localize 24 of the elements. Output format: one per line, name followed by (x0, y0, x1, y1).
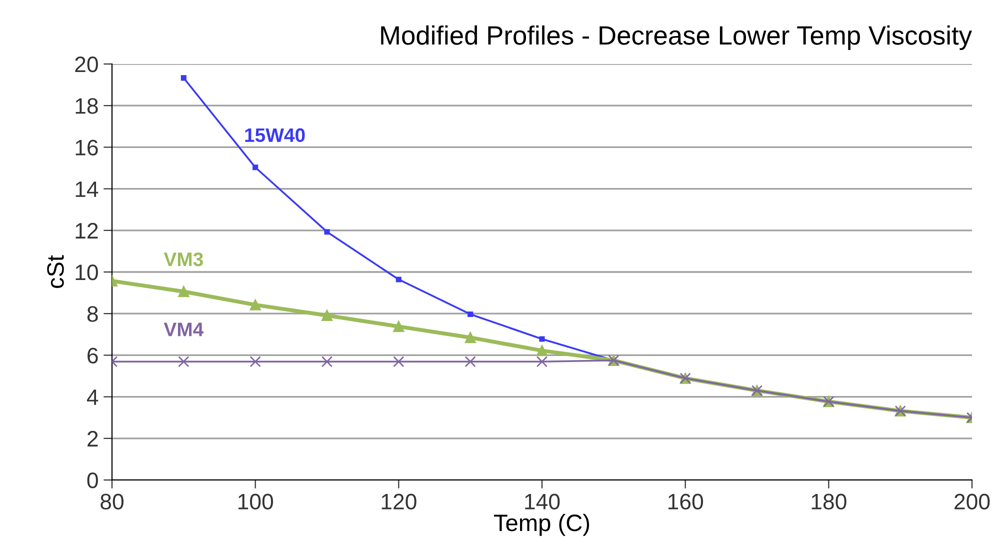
x-tick-label: 120 (382, 494, 416, 510)
x-tick-label: 180 (812, 494, 846, 510)
series-label: VM3 (164, 252, 203, 266)
y-tick-label: 8 (87, 306, 98, 322)
x-tick-label: 200 (954, 494, 990, 510)
y-tick-label: 10 (76, 264, 98, 280)
x-tick-label: 100 (238, 494, 274, 510)
y-tick-label: 20 (75, 56, 98, 72)
y-tick-label: 4 (86, 390, 98, 405)
chart-title: Modified Profiles - Decrease Lower Temp Viscosity (381, 25, 972, 50)
y-tick-label: 12 (76, 222, 98, 238)
x-tick-label: 140 (525, 494, 560, 510)
series-label: 15W40 (245, 128, 305, 142)
x-axis-title: Temp (C) (494, 514, 590, 536)
x-tick-label: 160 (668, 494, 704, 510)
y-tick-label: 18 (76, 98, 98, 114)
y-tick-label: 0 (87, 472, 98, 488)
x-tick-label: 80 (100, 494, 124, 510)
y-axis-title: cSt (47, 255, 64, 288)
y-tick-label: 2 (88, 430, 98, 446)
y-tick-label: 14 (76, 182, 98, 197)
y-tick-label: 16 (76, 140, 98, 156)
y-tick-label: 6 (88, 348, 98, 364)
series-label: VM4 (164, 322, 204, 336)
